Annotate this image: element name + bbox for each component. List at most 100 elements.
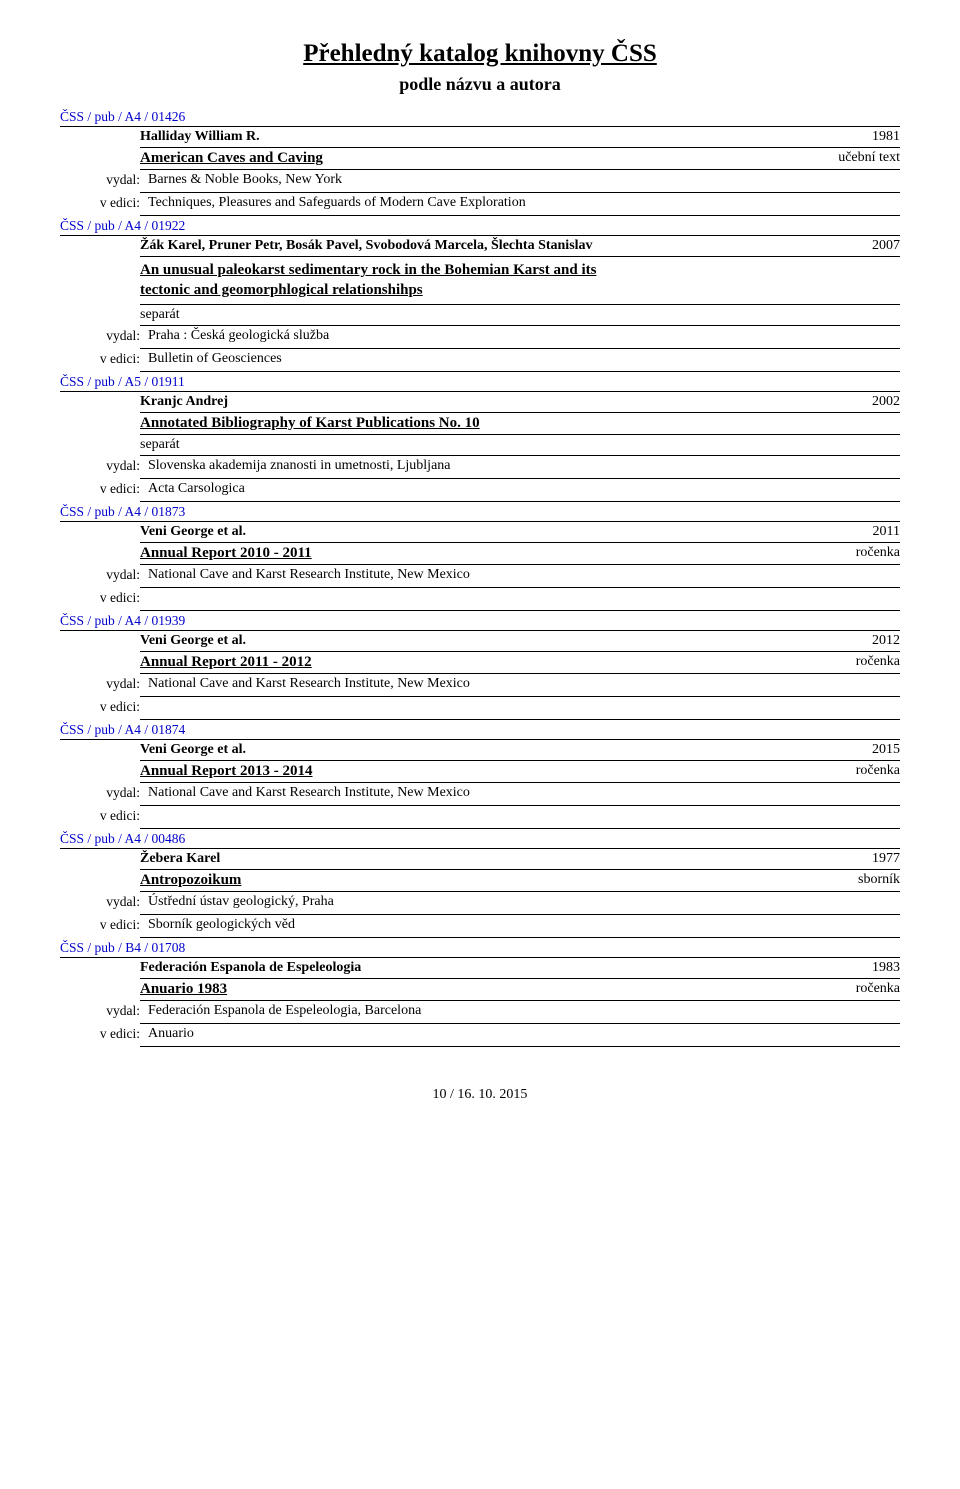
year: 1981	[872, 129, 900, 145]
title-row: Annual Report 2011 - 2012 ročenka	[140, 652, 900, 674]
page-subtitle: podle názvu a autora	[60, 74, 900, 95]
publisher-value: National Cave and Karst Research Institu…	[148, 785, 470, 803]
author-row: Kranjc Andrej 2002	[140, 392, 900, 413]
publisher-label: vydal:	[60, 172, 148, 190]
page-title: Přehledný katalog knihovny ČSS	[60, 40, 900, 68]
publisher-label: vydal:	[60, 328, 148, 346]
publisher-row: vydal:Federación Espanola de Espeleologi…	[140, 1001, 900, 1024]
work-title: Annotated Bibliography of Karst Publicat…	[140, 415, 480, 432]
edition-row: v edici:Techniques, Pleasures and Safegu…	[140, 193, 900, 216]
year: 1983	[872, 960, 900, 976]
title-row: Anuario 1983 ročenka	[140, 979, 900, 1001]
entry-block: Žebera Karel 1977 Antropozoikumsborníkvyda…	[140, 849, 900, 938]
catalog-id: ČSS / pub / B4 / 01708	[60, 940, 900, 958]
publisher-label: vydal:	[60, 1003, 148, 1021]
entry-block: Veni George et al. 2012 Annual Report 2011…	[140, 631, 900, 720]
edition-label: v edici:	[60, 351, 148, 369]
work-title: Annual Report 2013 - 2014	[140, 763, 313, 780]
work-title: Annual Report 2011 - 2012	[140, 654, 312, 671]
edition-value: Anuario	[148, 1026, 194, 1044]
author-name: Žák Karel, Pruner Petr, Bosák Pavel, Svo…	[140, 238, 593, 254]
work-title: Annual Report 2010 - 2011	[140, 545, 312, 562]
year: 2015	[872, 742, 900, 758]
author-row: Žebera Karel 1977	[140, 849, 900, 870]
publisher-row: vydal:Slovenska akademija znanosti in um…	[140, 456, 900, 479]
edition-value: Acta Carsologica	[148, 481, 245, 499]
author-name: Veni George et al.	[140, 524, 246, 540]
publisher-value: Barnes & Noble Books, New York	[148, 172, 342, 190]
page-footer: 10 / 16. 10. 2015	[60, 1087, 900, 1103]
edition-label: v edici:	[60, 808, 148, 826]
author-name: Kranjc Andrej	[140, 394, 228, 410]
publisher-row: vydal:National Cave and Karst Research I…	[140, 674, 900, 697]
catalog-id: ČSS / pub / A4 / 01922	[60, 218, 900, 236]
author-name: Žebera Karel	[140, 851, 220, 867]
work-type: ročenka	[856, 981, 900, 997]
entry-block: Kranjc Andrej 2002 Annotated Bibliography …	[140, 392, 900, 502]
entry-block: Žák Karel, Pruner Petr, Bosák Pavel, Svo…	[140, 236, 900, 372]
publisher-label: vydal:	[60, 894, 148, 912]
publisher-label: vydal:	[60, 785, 148, 803]
work-title: Anuario 1983	[140, 981, 227, 998]
edition-row: v edici:	[140, 588, 900, 611]
entry-block: Halliday William R. 1981 American Caves an…	[140, 127, 900, 216]
publisher-value: Ústřední ústav geologický, Praha	[148, 894, 334, 912]
edition-row: v edici:Sborník geologických věd	[140, 915, 900, 938]
work-title: Antropozoikum	[140, 872, 241, 889]
edition-value: Bulletin of Geosciences	[148, 351, 282, 369]
author-row: Veni George et al. 2012	[140, 631, 900, 652]
edition-label: v edici:	[60, 590, 148, 608]
entry-block: Veni George et al. 2015 Annual Report 2013…	[140, 740, 900, 829]
edition-row: v edici:Bulletin of Geosciences	[140, 349, 900, 372]
publisher-row: vydal:National Cave and Karst Research I…	[140, 565, 900, 588]
title-row: American Caves and Caving učební text	[140, 148, 900, 170]
catalog-id: ČSS / pub / A4 / 01939	[60, 613, 900, 631]
publisher-label: vydal:	[60, 676, 148, 694]
title-row: Annual Report 2013 - 2014 ročenka	[140, 761, 900, 783]
edition-label: v edici:	[60, 699, 148, 717]
title-row: Annotated Bibliography of Karst Publicat…	[140, 413, 900, 435]
publisher-row: vydal:Praha : Česká geologická služba	[140, 326, 900, 349]
year: 2002	[872, 394, 900, 410]
edition-row: v edici:Anuario	[140, 1024, 900, 1047]
author-row: Veni George et al. 2015	[140, 740, 900, 761]
edition-row: v edici:	[140, 697, 900, 720]
publisher-value: National Cave and Karst Research Institu…	[148, 567, 470, 585]
catalog-id: ČSS / pub / A5 / 01911	[60, 374, 900, 392]
catalog-id: ČSS / pub / A4 / 00486	[60, 831, 900, 849]
publisher-label: vydal:	[60, 458, 148, 476]
author-name: Federación Espanola de Espeleologia	[140, 960, 361, 976]
author-name: Halliday William R.	[140, 129, 260, 145]
note-line: separát	[140, 305, 900, 326]
publisher-value: National Cave and Karst Research Institu…	[148, 676, 470, 694]
year: 2007	[872, 238, 900, 254]
edition-row: v edici:	[140, 806, 900, 829]
note-line: separát	[140, 435, 900, 456]
publisher-row: vydal:Barnes & Noble Books, New York	[140, 170, 900, 193]
publisher-label: vydal:	[60, 567, 148, 585]
edition-label: v edici:	[60, 917, 148, 935]
author-row: Žák Karel, Pruner Petr, Bosák Pavel, Svo…	[140, 236, 900, 257]
author-name: Veni George et al.	[140, 633, 246, 649]
work-type: ročenka	[856, 545, 900, 561]
author-row: Veni George et al.2011	[140, 522, 900, 543]
work-title: American Caves and Caving	[140, 150, 323, 167]
title-row: Annual Report 2010 - 2011 ročenka	[140, 543, 900, 565]
author-row: Halliday William R. 1981	[140, 127, 900, 148]
author-row: Federación Espanola de Espeleologia 1983	[140, 958, 900, 979]
publisher-row: vydal:Ústřední ústav geologický, Praha	[140, 892, 900, 915]
year: 2012	[872, 633, 900, 649]
author-name: Veni George et al.	[140, 742, 246, 758]
edition-value: Techniques, Pleasures and Safeguards of …	[148, 195, 526, 213]
catalog-id: ČSS / pub / A4 / 01426	[60, 109, 900, 127]
year: 1977	[872, 851, 900, 867]
title-row: Antropozoikumsborník	[140, 870, 900, 892]
edition-label: v edici:	[60, 481, 148, 499]
entry-block: Veni George et al.2011Annual Report 2010…	[140, 522, 900, 611]
work-type: ročenka	[856, 654, 900, 670]
work-type: učební text	[838, 150, 900, 166]
work-type: ročenka	[856, 763, 900, 779]
subtitle-block: An unusual paleokarst sedimentary rock i…	[140, 257, 900, 305]
edition-label: v edici:	[60, 195, 148, 213]
catalog-id: ČSS / pub / A4 / 01873	[60, 504, 900, 522]
